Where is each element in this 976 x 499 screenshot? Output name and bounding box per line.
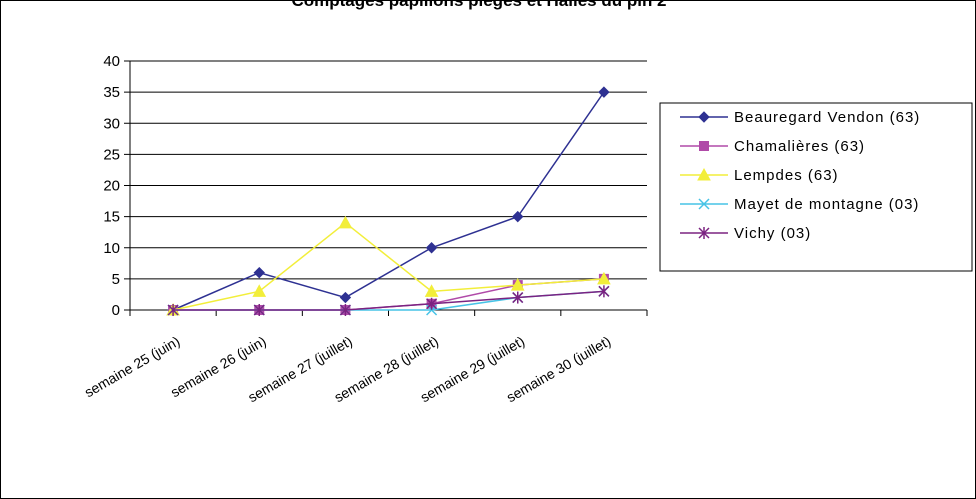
series-0 [167, 86, 610, 316]
data-point [425, 242, 438, 254]
data-point [339, 291, 352, 304]
y-tick-label: 5 [112, 271, 120, 288]
series-line [173, 290, 604, 311]
data-point [338, 215, 353, 229]
legend-marker [699, 141, 709, 151]
series-line [172, 91, 605, 311]
data-point [253, 304, 265, 316]
y-tick-label: 35 [103, 84, 120, 101]
legend: Beauregard Vendon (63) Chamalières (63) Le… [659, 102, 973, 272]
series-1 [168, 273, 609, 315]
data-point [510, 278, 525, 291]
data-point [424, 284, 439, 297]
legend-label: Lempdes (63) [734, 167, 839, 184]
data-point [253, 266, 265, 279]
series-4 [167, 285, 610, 316]
data-point [598, 86, 610, 98]
y-tick-label: 30 [103, 115, 120, 132]
legend-label: Mayet de montagne (03) [734, 196, 919, 213]
y-tick-label: 20 [103, 178, 120, 195]
legend-item: Lempdes (63) [680, 167, 839, 184]
data-point [167, 304, 179, 316]
legend-label: Vichy (03) [734, 225, 811, 242]
legend-item: Chamalières (63) [680, 138, 865, 155]
chart-title: Comptages papillons pièges et Halles du … [291, 0, 666, 10]
legend-marker [698, 111, 710, 123]
data-point [598, 285, 610, 298]
legend-box [659, 102, 973, 272]
y-tick-label: 15 [103, 209, 120, 226]
legend-label: Chamalières (63) [734, 138, 865, 155]
data-point [512, 291, 524, 304]
series-2 [166, 215, 611, 316]
y-tick-label: 25 [103, 146, 120, 163]
data-point [597, 271, 611, 285]
legend-item: Beauregard Vendon (63) [680, 109, 920, 126]
legend-marker [698, 198, 710, 210]
legend-item: Mayet de montagne (03) [680, 196, 919, 213]
data-point [252, 284, 267, 297]
legend-label: Beauregard Vendon (63) [734, 109, 920, 126]
series-line [172, 221, 604, 311]
legend-marker [697, 167, 711, 181]
y-tick-label: 10 [103, 240, 120, 257]
data-point [426, 297, 438, 310]
data-point [339, 304, 351, 316]
series-layer [166, 86, 611, 316]
y-tick-label: 0 [112, 302, 120, 319]
grid-layer [130, 60, 647, 280]
data-point [512, 210, 524, 223]
y-tick-label: 40 [103, 53, 120, 70]
legend-marker [698, 227, 710, 239]
x-category-label: semaine 25 (juin) [82, 333, 183, 401]
legend-item: Vichy (03) [680, 225, 811, 242]
